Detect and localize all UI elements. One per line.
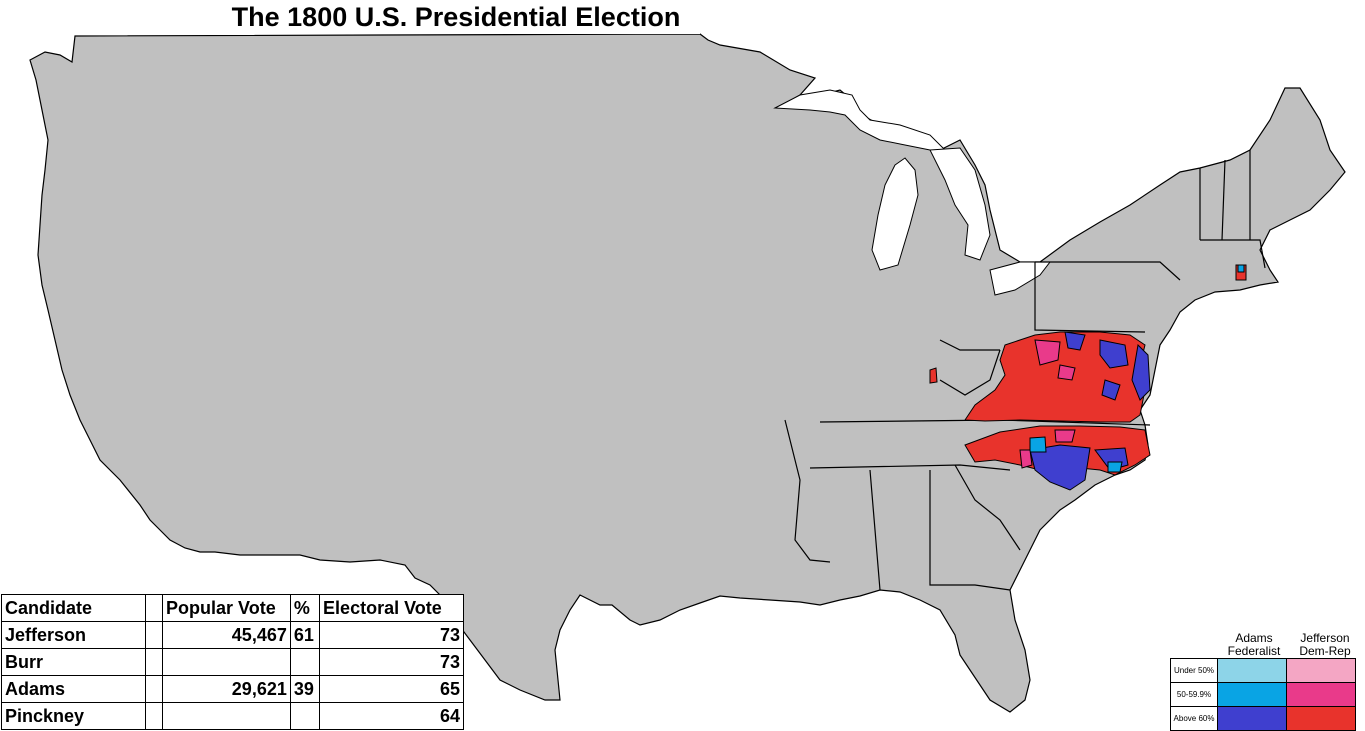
candidate-name: Burr (1, 648, 146, 676)
legend-adams-name: Adams (1235, 631, 1273, 645)
blank-cell (144, 675, 164, 703)
header-popular-vote: Popular Vote (162, 594, 291, 622)
table-row: Burr 73 (1, 648, 464, 676)
popular-vote: 45,467 (162, 621, 291, 649)
table-row: Pinckney 64 (1, 702, 464, 730)
rhode-island-adams (1237, 264, 1245, 273)
legend-swatch-jefferson (1286, 706, 1356, 731)
percent: 39 (289, 675, 321, 703)
virginia-adams-pockets (1064, 331, 1151, 401)
legend-row-label: Under 50% (1170, 658, 1218, 683)
legend-jefferson-heading: Jefferson Dem-Rep (1290, 632, 1360, 658)
table-header-row: Candidate Popular Vote % Electoral Vote (1, 594, 464, 622)
popular-vote: 29,621 (162, 675, 291, 703)
legend-row: 50-59.9% (1170, 682, 1356, 707)
candidate-name: Jefferson (1, 621, 146, 649)
legend-table: Under 50% 50-59.9% Above 60% (1170, 658, 1356, 731)
header-electoral-vote: Electoral Vote (319, 594, 464, 622)
results-table: Candidate Popular Vote % Electoral Vote … (1, 594, 464, 730)
popular-vote (162, 648, 291, 676)
legend-swatch-jefferson (1286, 682, 1356, 707)
legend-row-label: Above 60% (1170, 706, 1218, 731)
electoral-vote: 65 (319, 675, 464, 703)
blank-cell (144, 702, 164, 730)
legend-jefferson-party: Dem-Rep (1299, 644, 1351, 658)
candidate-name: Pinckney (1, 702, 146, 730)
popular-vote (162, 702, 291, 730)
legend-row: Above 60% (1170, 706, 1356, 731)
percent (289, 648, 321, 676)
north-carolina-adams (1029, 444, 1129, 491)
candidate-name: Adams (1, 675, 146, 703)
legend-adams-party: Federalist (1227, 644, 1281, 658)
header-percent: % (289, 594, 321, 622)
header-candidate: Candidate (1, 594, 146, 622)
legend-adams-heading: Adams Federalist (1219, 632, 1289, 658)
header-blank (144, 594, 164, 622)
table-row: Jefferson 45,467 61 73 (1, 621, 464, 649)
legend-row-label: 50-59.9% (1170, 682, 1218, 707)
north-carolina-light-adams (1029, 436, 1123, 473)
lake-michigan (871, 157, 919, 271)
blank-cell (144, 621, 164, 649)
blank-cell (144, 648, 164, 676)
legend-swatch-adams (1217, 658, 1287, 683)
map-title: The 1800 U.S. Presidential Election (212, 0, 700, 34)
percent (289, 702, 321, 730)
kentucky-county (929, 367, 938, 384)
electoral-vote: 73 (319, 621, 464, 649)
legend-swatch-adams (1217, 682, 1287, 707)
percent: 61 (289, 621, 321, 649)
legend-jefferson-name: Jefferson (1300, 631, 1350, 645)
lake-huron (929, 147, 991, 261)
virginia-pink-areas (1034, 339, 1076, 381)
legend-swatch-adams (1217, 706, 1287, 731)
legend-row: Under 50% (1170, 658, 1356, 683)
table-row: Adams 29,621 39 65 (1, 675, 464, 703)
legend-swatch-jefferson (1286, 658, 1356, 683)
north-carolina-pink (1019, 429, 1076, 469)
electoral-vote: 73 (319, 648, 464, 676)
electoral-vote: 64 (319, 702, 464, 730)
